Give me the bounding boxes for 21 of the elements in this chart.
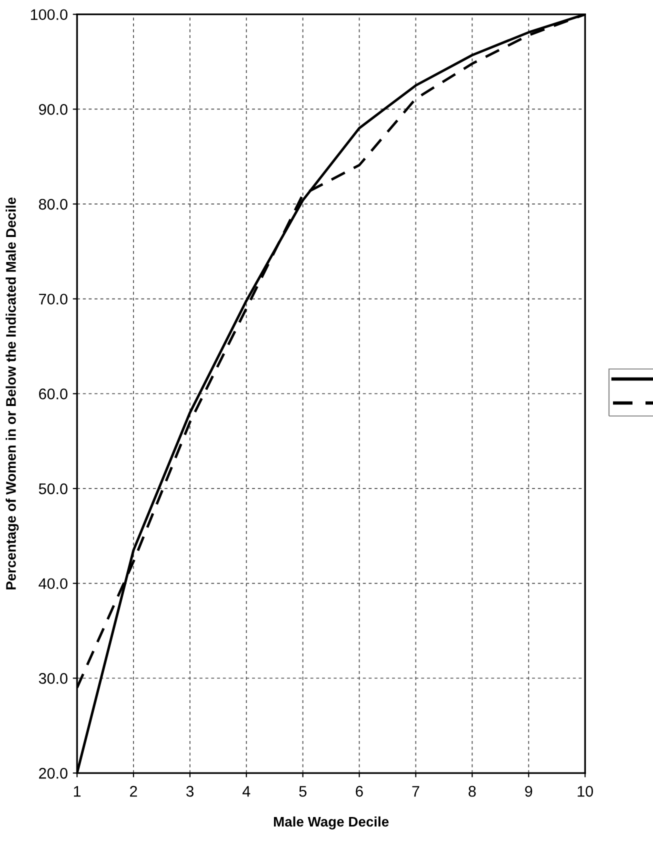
- x-tick-label: 3: [186, 786, 194, 797]
- x-tick-label: 6: [356, 786, 363, 797]
- y-tick-label: 50.0: [38, 483, 68, 494]
- x-tick-label: 10: [578, 786, 593, 797]
- x-tick-label: 8: [468, 786, 476, 797]
- y-tick-label: 40.0: [38, 578, 68, 590]
- y-tick-label: 90.0: [39, 104, 68, 115]
- y-tick-label: 100.0: [30, 9, 68, 20]
- y-tick-label: 70.0: [39, 294, 68, 305]
- x-axis-title: Male Wage Decile: [274, 816, 389, 830]
- x-tick-label: 2: [130, 786, 137, 797]
- y-tick-label: 60.0: [39, 388, 68, 400]
- y-tick-label: 80.0: [38, 198, 68, 210]
- x-tick-label: 5: [299, 786, 306, 797]
- y-axis-title: Percentage of Women in or Below the Indicated Male Decile: [6, 197, 19, 590]
- y-tick-label: 30.0: [38, 673, 68, 684]
- x-tick-label: 9: [525, 786, 532, 797]
- y-tick-label: 20.0: [39, 768, 68, 779]
- x-tick-label: 4: [242, 786, 250, 797]
- x-tick-label: 7: [412, 786, 420, 797]
- x-tick-label: 1: [74, 786, 81, 797]
